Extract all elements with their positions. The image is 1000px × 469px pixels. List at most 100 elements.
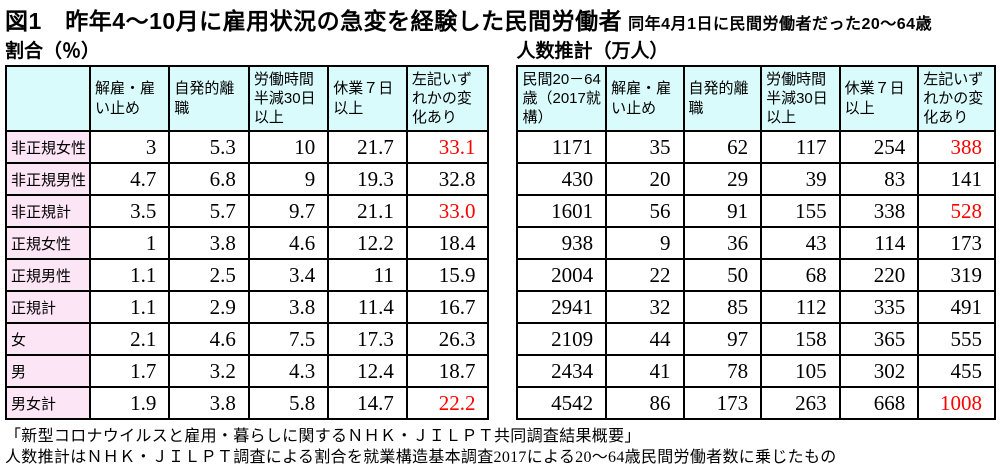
data-cell: 22: [605, 258, 685, 292]
data-cell: 11.4: [327, 290, 408, 324]
data-cell: 32: [605, 290, 685, 324]
data-cell: 528: [917, 194, 996, 228]
data-cell: 338: [838, 194, 920, 228]
column-header: 労働時間半減30日以上: [760, 65, 841, 132]
figure-title: 図1 昨年4～10月に雇用状況の急変を経験した民間労働者: [5, 8, 623, 34]
data-cell: 1601: [516, 194, 608, 228]
row-label: 正規女性: [5, 226, 91, 260]
data-cell: 1: [88, 226, 171, 260]
data-cell: 105: [760, 354, 841, 388]
ratio-table-header-row: 解雇・雇い止め 自発的離職 労働時間半減30日以上 休業７日以上 左記いずれかの変化あり: [5, 65, 490, 132]
data-cell: 3.2: [168, 354, 250, 388]
titlebar: 図1 昨年4～10月に雇用状況の急変を経験した民間労働者 同年4月1日に民間労働…: [5, 2, 996, 36]
data-cell: 302: [838, 354, 920, 388]
row-label: 非正規女性: [5, 130, 91, 164]
data-cell: 335: [838, 290, 920, 324]
data-cell: 3.8: [168, 386, 250, 420]
data-cell: 36: [682, 226, 763, 260]
data-cell: 43: [760, 226, 841, 260]
column-header: 休業７日以上: [327, 65, 408, 132]
data-cell: 365: [838, 322, 920, 356]
data-cell: 44: [605, 322, 685, 356]
data-cell: 4542: [516, 386, 608, 420]
table-row: 2434 41 78 105 302 455: [516, 354, 996, 388]
data-cell: 455: [917, 354, 996, 388]
data-cell: 1.9: [88, 386, 171, 420]
data-cell: 114: [838, 226, 920, 260]
row-label: 女: [5, 322, 91, 356]
data-cell: 3.8: [247, 290, 330, 324]
data-cell: 97: [682, 322, 763, 356]
data-cell: 56: [605, 194, 685, 228]
column-header: 労働時間半減30日以上: [247, 65, 330, 132]
data-cell: 5.8: [247, 386, 330, 420]
data-cell: 2004: [516, 258, 608, 292]
column-header: 左記いずれかの変化あり: [405, 65, 490, 132]
data-cell: 2109: [516, 322, 608, 356]
data-cell: 220: [838, 258, 920, 292]
data-cell: 430: [516, 162, 608, 196]
data-cell: 2.9: [168, 290, 250, 324]
table-row: 2004 22 50 68 220 319: [516, 258, 996, 292]
data-cell: 83: [838, 162, 920, 196]
data-cell: 41: [605, 354, 685, 388]
table-row: 正規男性 1.1 2.5 3.4 11 15.9: [5, 258, 490, 292]
data-cell: 26.3: [405, 322, 490, 356]
data-cell: 2.5: [168, 258, 250, 292]
data-cell: 29: [682, 162, 763, 196]
table-row: 1601 56 91 155 338 528: [516, 194, 996, 228]
data-cell: 263: [760, 386, 841, 420]
column-header: 自発的離職: [168, 65, 250, 132]
source-notes: 「新型コロナウイルスと雇用・暮らしに関するＮＨＫ・ＪＩＬＰＴ共同調査結果概要」 …: [5, 426, 996, 469]
data-cell: 10: [247, 130, 330, 164]
column-header: 自発的離職: [682, 65, 763, 132]
table-row: 4542 86 173 263 668 1008: [516, 386, 996, 420]
column-header: 解雇・雇い止め: [88, 65, 171, 132]
row-label: 男女計: [5, 386, 91, 420]
ratio-table-block: 割合（％） 解雇・雇い止め 自発的離職 労働時間半減30日以上 休業７日以上 左記いずれ…: [5, 38, 490, 420]
table-row: 2109 44 97 158 365 555: [516, 322, 996, 356]
data-cell: 20: [605, 162, 685, 196]
data-cell: 35: [605, 130, 685, 164]
row-label: 男: [5, 354, 91, 388]
data-cell: 39: [760, 162, 841, 196]
source-note-2: 人数推計はＮＨＫ・ＪＩＬＰＴ調査による割合を就業構造基本調査2017による20～…: [5, 449, 837, 467]
data-cell: 2434: [516, 354, 608, 388]
ratio-table-caption: 割合（％）: [5, 41, 101, 62]
data-cell: 5.3: [168, 130, 250, 164]
data-cell: 21.7: [327, 130, 408, 164]
data-cell: 141: [917, 162, 996, 196]
data-cell: 4.7: [88, 162, 171, 196]
data-cell: 5.7: [168, 194, 250, 228]
data-cell: 33.0: [405, 194, 490, 228]
table-row: 2941 32 85 112 335 491: [516, 290, 996, 324]
data-cell: 1.7: [88, 354, 171, 388]
data-cell: 4.6: [168, 322, 250, 356]
data-cell: 21.1: [327, 194, 408, 228]
tables-container: 割合（％） 解雇・雇い止め 自発的離職 労働時間半減30日以上 休業７日以上 左記いずれ…: [5, 38, 996, 420]
table-row: 正規女性 1 3.8 4.6 12.2 18.4: [5, 226, 490, 260]
data-cell: 33.1: [405, 130, 490, 164]
row-label: 正規計: [5, 290, 91, 324]
data-cell: 254: [838, 130, 920, 164]
data-cell: 3.8: [168, 226, 250, 260]
table-row: 非正規計 3.5 5.7 9.7 21.1 33.0: [5, 194, 490, 228]
data-cell: 9: [247, 162, 330, 196]
data-cell: 938: [516, 226, 608, 260]
data-cell: 388: [917, 130, 996, 164]
data-cell: 17.3: [327, 322, 408, 356]
table-row: 男 1.7 3.2 4.3 12.4 18.7: [5, 354, 490, 388]
data-cell: 62: [682, 130, 763, 164]
data-cell: 173: [917, 226, 996, 260]
data-cell: 2941: [516, 290, 608, 324]
headcount-table-caption: 人数推計（万人）: [516, 41, 669, 62]
data-cell: 117: [760, 130, 841, 164]
table-row: 男女計 1.9 3.8 5.8 14.7 22.2: [5, 386, 490, 420]
data-cell: 3.5: [88, 194, 171, 228]
figure-subtitle: 同年4月1日に民間労働者だった20～64歳: [628, 16, 933, 33]
data-cell: 12.2: [327, 226, 408, 260]
column-header: 左記いずれかの変化あり: [917, 65, 996, 132]
data-cell: 1171: [516, 130, 608, 164]
table-row: 正規計 1.1 2.9 3.8 11.4 16.7: [5, 290, 490, 324]
